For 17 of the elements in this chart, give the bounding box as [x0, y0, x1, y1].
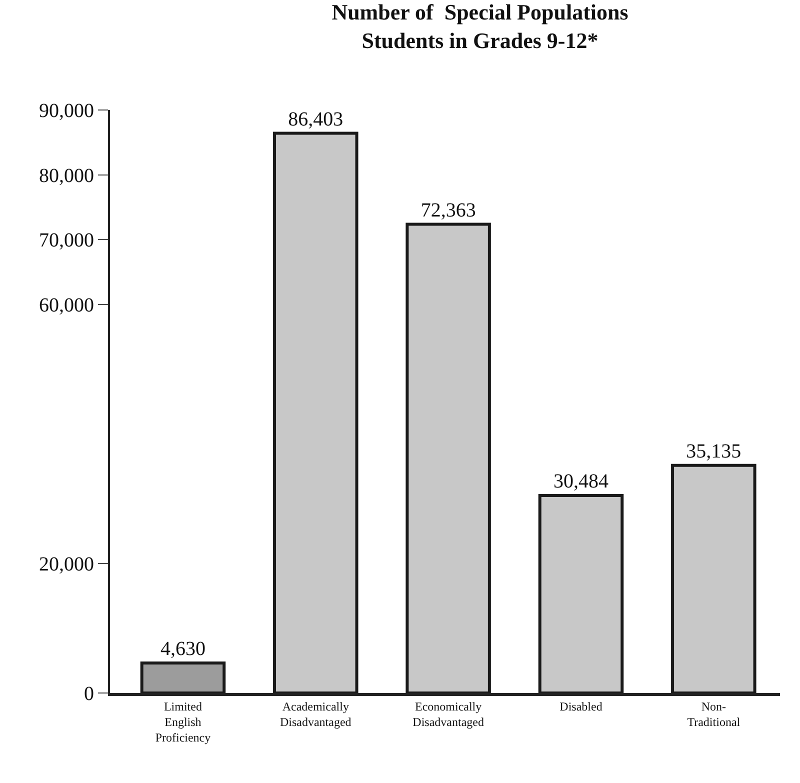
y-tick-label: 70,000	[39, 230, 94, 252]
data-label: 35,135	[686, 440, 742, 462]
data-label: 30,484	[553, 470, 608, 493]
x-tick-label: Non- Traditional	[687, 699, 741, 729]
y-tick-label: 60,000	[39, 294, 94, 316]
y-tick-label: 90,000	[39, 100, 94, 122]
data-label: 72,363	[420, 199, 476, 222]
x-tick-label: Disabled	[560, 699, 602, 714]
data-label: 86,403	[288, 108, 344, 130]
y-tick-label: 20,000	[39, 553, 94, 576]
data-label: 4,630	[160, 638, 206, 660]
chart-title: Number of Special Populations Students in Grades 9-12*	[332, 0, 629, 54]
y-tick-label: 80,000	[39, 164, 94, 187]
x-tick-label: Academically Disadvantaged	[280, 699, 352, 729]
x-tick-label: Economically Disadvantaged	[412, 699, 484, 729]
x-tick-label: Limited English Proficiency	[155, 699, 211, 745]
y-tick-label: 0	[84, 683, 94, 705]
